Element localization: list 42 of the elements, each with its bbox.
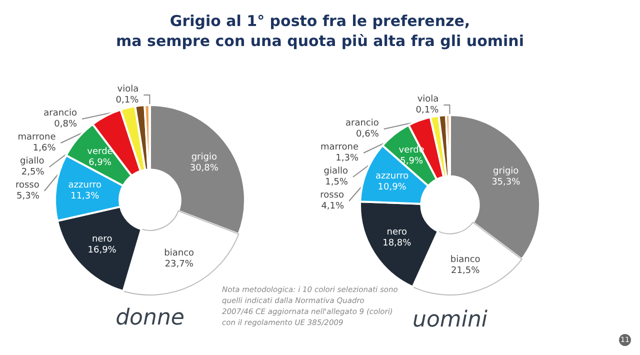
slice-label: giallo bbox=[20, 156, 45, 166]
slice-label: viola bbox=[117, 84, 139, 94]
text: Grigio al 1° posto fra le preferenze, ma sempre con una quota più alta fra gli uomini bbox=[116, 12, 524, 50]
slice-label: marrone bbox=[18, 132, 56, 142]
data-label: 4,1% bbox=[321, 202, 345, 212]
slice-label: rosso bbox=[15, 180, 40, 190]
data-label: 1,5% bbox=[325, 178, 348, 188]
slice-label: giallo bbox=[324, 166, 348, 176]
data-label: 1,3% bbox=[336, 154, 359, 164]
slice-label: nero bbox=[92, 234, 113, 244]
data-label: 18,8% bbox=[382, 238, 412, 248]
slice-label: verde bbox=[87, 146, 114, 157]
data-label: 0,6% bbox=[356, 130, 380, 140]
data-label: 1,6% bbox=[32, 144, 56, 154]
slice-label: grigio bbox=[493, 166, 520, 177]
data-label: 16,9% bbox=[88, 245, 117, 256]
data-label: 6,9% bbox=[88, 158, 112, 168]
data-label: 5,9% bbox=[400, 156, 424, 166]
slice-label: grigio bbox=[191, 152, 218, 162]
data-label: 10,9% bbox=[378, 182, 407, 192]
slice-label: azzurro bbox=[68, 180, 102, 191]
slice-label: bianco bbox=[164, 248, 195, 258]
data-label: 23,7% bbox=[164, 259, 194, 270]
slice-label: viola bbox=[417, 94, 439, 104]
text: uomini bbox=[412, 308, 488, 332]
data-label: 11,3% bbox=[70, 192, 100, 202]
data-label: 2,5% bbox=[21, 168, 45, 178]
slice-label: marrone bbox=[320, 142, 359, 152]
slice-label: azzurro bbox=[375, 171, 410, 182]
slice-label: arancio bbox=[345, 118, 380, 128]
data-label: 21,5% bbox=[451, 266, 480, 276]
data-label: 0,1% bbox=[116, 96, 140, 106]
text: donne bbox=[116, 306, 184, 330]
data-label: 0,8% bbox=[54, 120, 78, 130]
slice-label: rosso bbox=[320, 190, 345, 200]
data-label: 5,3% bbox=[16, 192, 40, 202]
data-label: 30,8% bbox=[190, 163, 219, 174]
slice-label: bianco bbox=[450, 254, 481, 265]
slice-label: nero bbox=[386, 227, 408, 238]
data-label: 0,1% bbox=[416, 106, 440, 116]
slice-label: arancio bbox=[44, 108, 78, 118]
data-label: 35,3% bbox=[492, 178, 521, 188]
